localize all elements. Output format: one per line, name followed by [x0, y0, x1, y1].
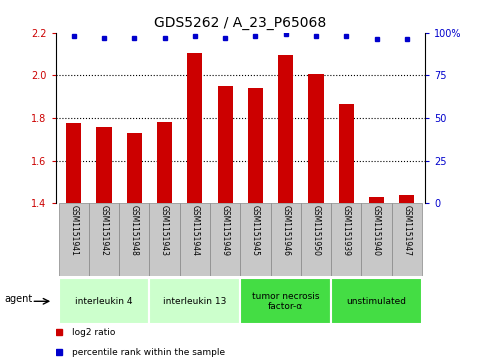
- Bar: [339, 104, 354, 203]
- Bar: [180, 203, 210, 276]
- Bar: [66, 123, 81, 203]
- Text: interleukin 4: interleukin 4: [75, 297, 133, 306]
- Bar: [270, 203, 301, 276]
- Text: GSM1151941: GSM1151941: [69, 205, 78, 256]
- Text: percentile rank within the sample: percentile rank within the sample: [72, 348, 225, 356]
- Bar: [278, 55, 293, 203]
- Bar: [331, 278, 422, 324]
- Text: GSM1151940: GSM1151940: [372, 205, 381, 256]
- Bar: [119, 203, 149, 276]
- Bar: [331, 203, 361, 276]
- Text: interleukin 13: interleukin 13: [163, 297, 227, 306]
- Text: GSM1151944: GSM1151944: [190, 205, 199, 256]
- Text: log2 ratio: log2 ratio: [72, 328, 115, 337]
- Bar: [217, 86, 233, 203]
- Text: tumor necrosis
factor-α: tumor necrosis factor-α: [252, 291, 319, 311]
- Text: GSM1151948: GSM1151948: [130, 205, 139, 256]
- Bar: [369, 197, 384, 203]
- Title: GDS5262 / A_23_P65068: GDS5262 / A_23_P65068: [154, 16, 327, 30]
- Bar: [248, 88, 263, 203]
- Bar: [97, 127, 112, 203]
- Text: GSM1151943: GSM1151943: [160, 205, 169, 256]
- Bar: [399, 195, 414, 203]
- Text: GSM1151949: GSM1151949: [221, 205, 229, 256]
- Bar: [301, 203, 331, 276]
- Bar: [58, 278, 149, 324]
- Bar: [157, 122, 172, 203]
- Bar: [309, 74, 324, 203]
- Bar: [187, 53, 202, 203]
- Text: GSM1151942: GSM1151942: [99, 205, 109, 256]
- Bar: [210, 203, 241, 276]
- Text: GSM1151945: GSM1151945: [251, 205, 260, 256]
- Bar: [127, 133, 142, 203]
- Bar: [149, 278, 241, 324]
- Bar: [89, 203, 119, 276]
- Text: agent: agent: [5, 294, 33, 304]
- Text: GSM1151946: GSM1151946: [281, 205, 290, 256]
- Text: GSM1151947: GSM1151947: [402, 205, 412, 256]
- Bar: [392, 203, 422, 276]
- Bar: [241, 203, 270, 276]
- Bar: [361, 203, 392, 276]
- Bar: [241, 278, 331, 324]
- Text: unstimulated: unstimulated: [347, 297, 407, 306]
- Bar: [58, 203, 89, 276]
- Text: GSM1151939: GSM1151939: [342, 205, 351, 256]
- Text: GSM1151950: GSM1151950: [312, 205, 321, 256]
- Bar: [149, 203, 180, 276]
